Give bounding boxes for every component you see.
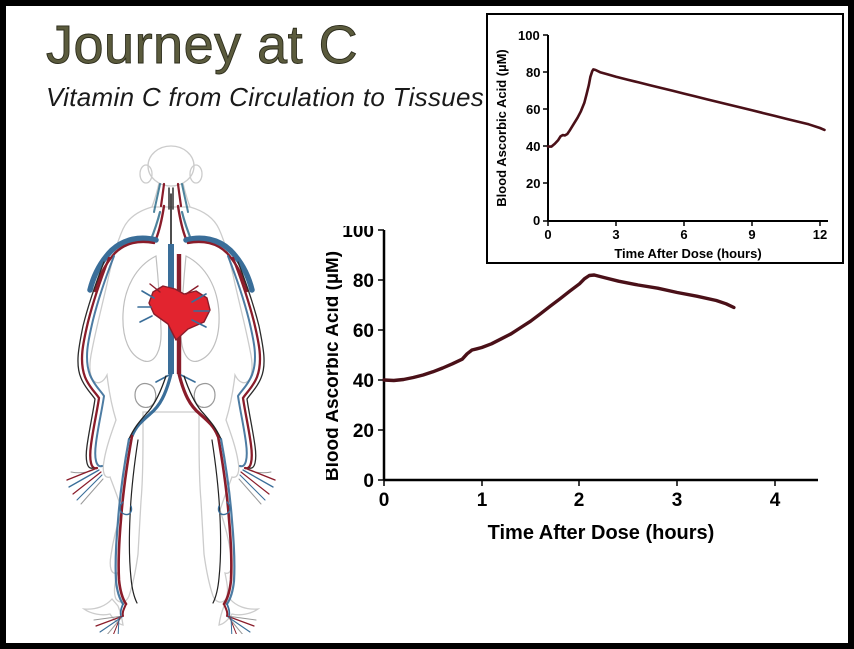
svg-text:2: 2 xyxy=(574,490,585,511)
svg-text:60: 60 xyxy=(353,321,374,342)
svg-text:0: 0 xyxy=(379,490,390,511)
svg-text:40: 40 xyxy=(526,139,540,154)
svg-text:100: 100 xyxy=(342,226,374,242)
svg-text:4: 4 xyxy=(770,490,781,511)
svg-text:3: 3 xyxy=(672,490,683,511)
svg-text:20: 20 xyxy=(526,176,540,191)
svg-text:100: 100 xyxy=(518,28,540,43)
svg-text:Time After Dose (hours): Time After Dose (hours) xyxy=(488,522,715,544)
svg-text:80: 80 xyxy=(526,65,540,80)
svg-text:80: 80 xyxy=(353,271,374,292)
svg-text:60: 60 xyxy=(526,102,540,117)
svg-text:0: 0 xyxy=(363,471,374,492)
svg-text:20: 20 xyxy=(353,421,374,442)
svg-text:1: 1 xyxy=(477,490,488,511)
svg-text:Blood Ascorbic Acid (µM): Blood Ascorbic Acid (µM) xyxy=(494,49,509,206)
svg-text:40: 40 xyxy=(353,371,374,392)
svg-text:Blood Ascorbic Acid (µM): Blood Ascorbic Acid (µM) xyxy=(326,251,343,481)
